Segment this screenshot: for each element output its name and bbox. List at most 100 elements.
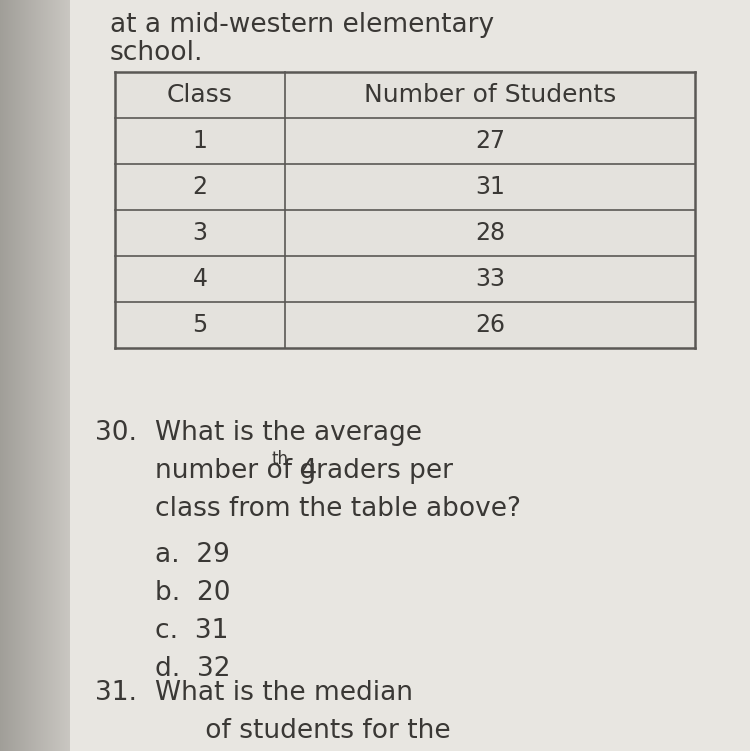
Bar: [73, 0, 74, 751]
Text: school.: school.: [110, 41, 203, 67]
Bar: [0, 0, 1, 751]
Bar: [63, 0, 64, 751]
Bar: [70, 0, 71, 751]
Text: a.  29: a. 29: [155, 542, 230, 568]
Bar: [79, 0, 80, 751]
Bar: [23, 0, 24, 751]
Text: number of 4: number of 4: [155, 458, 317, 484]
Text: graders per: graders per: [291, 458, 453, 484]
Bar: [78, 0, 79, 751]
Bar: [3, 0, 4, 751]
Bar: [50, 0, 51, 751]
Bar: [68, 0, 69, 751]
Bar: [16, 0, 17, 751]
Bar: [44, 0, 45, 751]
Text: What is the average: What is the average: [155, 420, 422, 446]
Bar: [64, 0, 65, 751]
Bar: [25, 0, 26, 751]
Bar: [17, 0, 18, 751]
Bar: [34, 0, 35, 751]
Bar: [61, 0, 62, 751]
Bar: [32, 0, 33, 751]
Bar: [59, 0, 60, 751]
Bar: [7, 0, 8, 751]
Bar: [10, 0, 11, 751]
Bar: [74, 0, 75, 751]
Text: th: th: [271, 450, 288, 468]
Bar: [37, 0, 38, 751]
Bar: [8, 0, 9, 751]
Bar: [67, 0, 68, 751]
Text: What is the median: What is the median: [155, 680, 413, 706]
Bar: [55, 0, 56, 751]
Text: 31.: 31.: [95, 680, 137, 706]
Bar: [49, 0, 50, 751]
Bar: [15, 0, 16, 751]
Bar: [115, 72, 695, 348]
Text: 31: 31: [475, 175, 505, 199]
Bar: [77, 0, 78, 751]
Text: 33: 33: [475, 267, 505, 291]
Bar: [76, 0, 77, 751]
Bar: [51, 0, 52, 751]
Bar: [75, 0, 76, 751]
Bar: [26, 0, 27, 751]
Bar: [2, 0, 3, 751]
Bar: [33, 0, 34, 751]
Bar: [11, 0, 12, 751]
Text: 1: 1: [193, 129, 208, 153]
Bar: [72, 0, 73, 751]
Bar: [66, 0, 67, 751]
Bar: [1, 0, 2, 751]
Bar: [14, 0, 15, 751]
Text: class from the table above?: class from the table above?: [155, 496, 521, 522]
Bar: [54, 0, 55, 751]
Bar: [60, 0, 61, 751]
Bar: [9, 0, 10, 751]
Bar: [48, 0, 49, 751]
Text: of students for the: of students for the: [155, 718, 451, 744]
Bar: [6, 0, 7, 751]
Text: 26: 26: [475, 313, 505, 337]
Bar: [69, 0, 70, 751]
Bar: [43, 0, 44, 751]
Bar: [52, 0, 53, 751]
Text: Class: Class: [167, 83, 233, 107]
Text: 30.: 30.: [95, 420, 137, 446]
Text: Number of Students: Number of Students: [364, 83, 616, 107]
Bar: [4, 0, 5, 751]
Bar: [5, 0, 6, 751]
Bar: [18, 0, 19, 751]
Text: 2: 2: [193, 175, 208, 199]
Text: c.  31: c. 31: [155, 618, 228, 644]
Bar: [30, 0, 31, 751]
Bar: [35, 0, 36, 751]
Bar: [58, 0, 59, 751]
Text: 28: 28: [475, 221, 505, 245]
Text: 5: 5: [192, 313, 208, 337]
Bar: [24, 0, 25, 751]
Text: 3: 3: [193, 221, 208, 245]
Bar: [45, 0, 46, 751]
Bar: [19, 0, 20, 751]
Bar: [57, 0, 58, 751]
Text: 4: 4: [193, 267, 208, 291]
Bar: [41, 0, 42, 751]
Bar: [13, 0, 14, 751]
Bar: [47, 0, 48, 751]
Text: at a mid-western elementary: at a mid-western elementary: [110, 12, 494, 38]
Bar: [12, 0, 13, 751]
Bar: [56, 0, 57, 751]
Bar: [27, 0, 28, 751]
Bar: [65, 0, 66, 751]
Bar: [29, 0, 30, 751]
Bar: [42, 0, 43, 751]
Bar: [53, 0, 54, 751]
Bar: [39, 0, 40, 751]
Bar: [31, 0, 32, 751]
Text: d.  32: d. 32: [155, 656, 230, 682]
Bar: [38, 0, 39, 751]
Bar: [28, 0, 29, 751]
Bar: [22, 0, 23, 751]
Bar: [21, 0, 22, 751]
